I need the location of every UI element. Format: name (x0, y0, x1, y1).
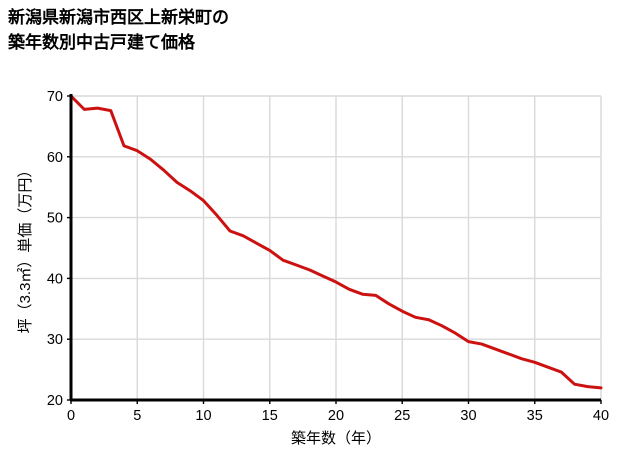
x-axis-title: 築年数（年） (291, 429, 381, 447)
x-tick-label: 10 (195, 408, 211, 424)
y-tick-label: 30 (47, 332, 63, 348)
tick-labels: 20 30 40 50 60 70 0 5 10 15 20 25 30 35 40 (47, 89, 609, 424)
page-title: 新潟県新潟市西区上新栄町の 築年数別中古戸建て価格 (8, 8, 229, 52)
y-tick-label: 40 (47, 271, 63, 287)
x-tick-label: 35 (527, 408, 543, 424)
data-series (69, 94, 603, 390)
axes (67, 94, 602, 404)
gridlines (70, 95, 602, 401)
x-tick-label: 15 (262, 408, 278, 424)
y-axis-title: 坪（3.3㎡）単価（万円） (17, 163, 34, 334)
x-tick-label: 25 (394, 408, 410, 424)
x-tick-label: 30 (460, 408, 476, 424)
x-tick-label: 20 (328, 408, 344, 424)
y-tick-label: 20 (47, 393, 63, 409)
y-tick-label: 70 (47, 89, 63, 105)
axis-titles: 築年数（年） 坪（3.3㎡）単価（万円） (17, 163, 381, 447)
y-tick-label: 60 (47, 150, 63, 166)
x-tick-label: 0 (67, 408, 75, 424)
x-tick-label: 5 (133, 408, 141, 424)
x-tick-label: 40 (593, 408, 609, 424)
y-tick-label: 50 (47, 211, 63, 227)
